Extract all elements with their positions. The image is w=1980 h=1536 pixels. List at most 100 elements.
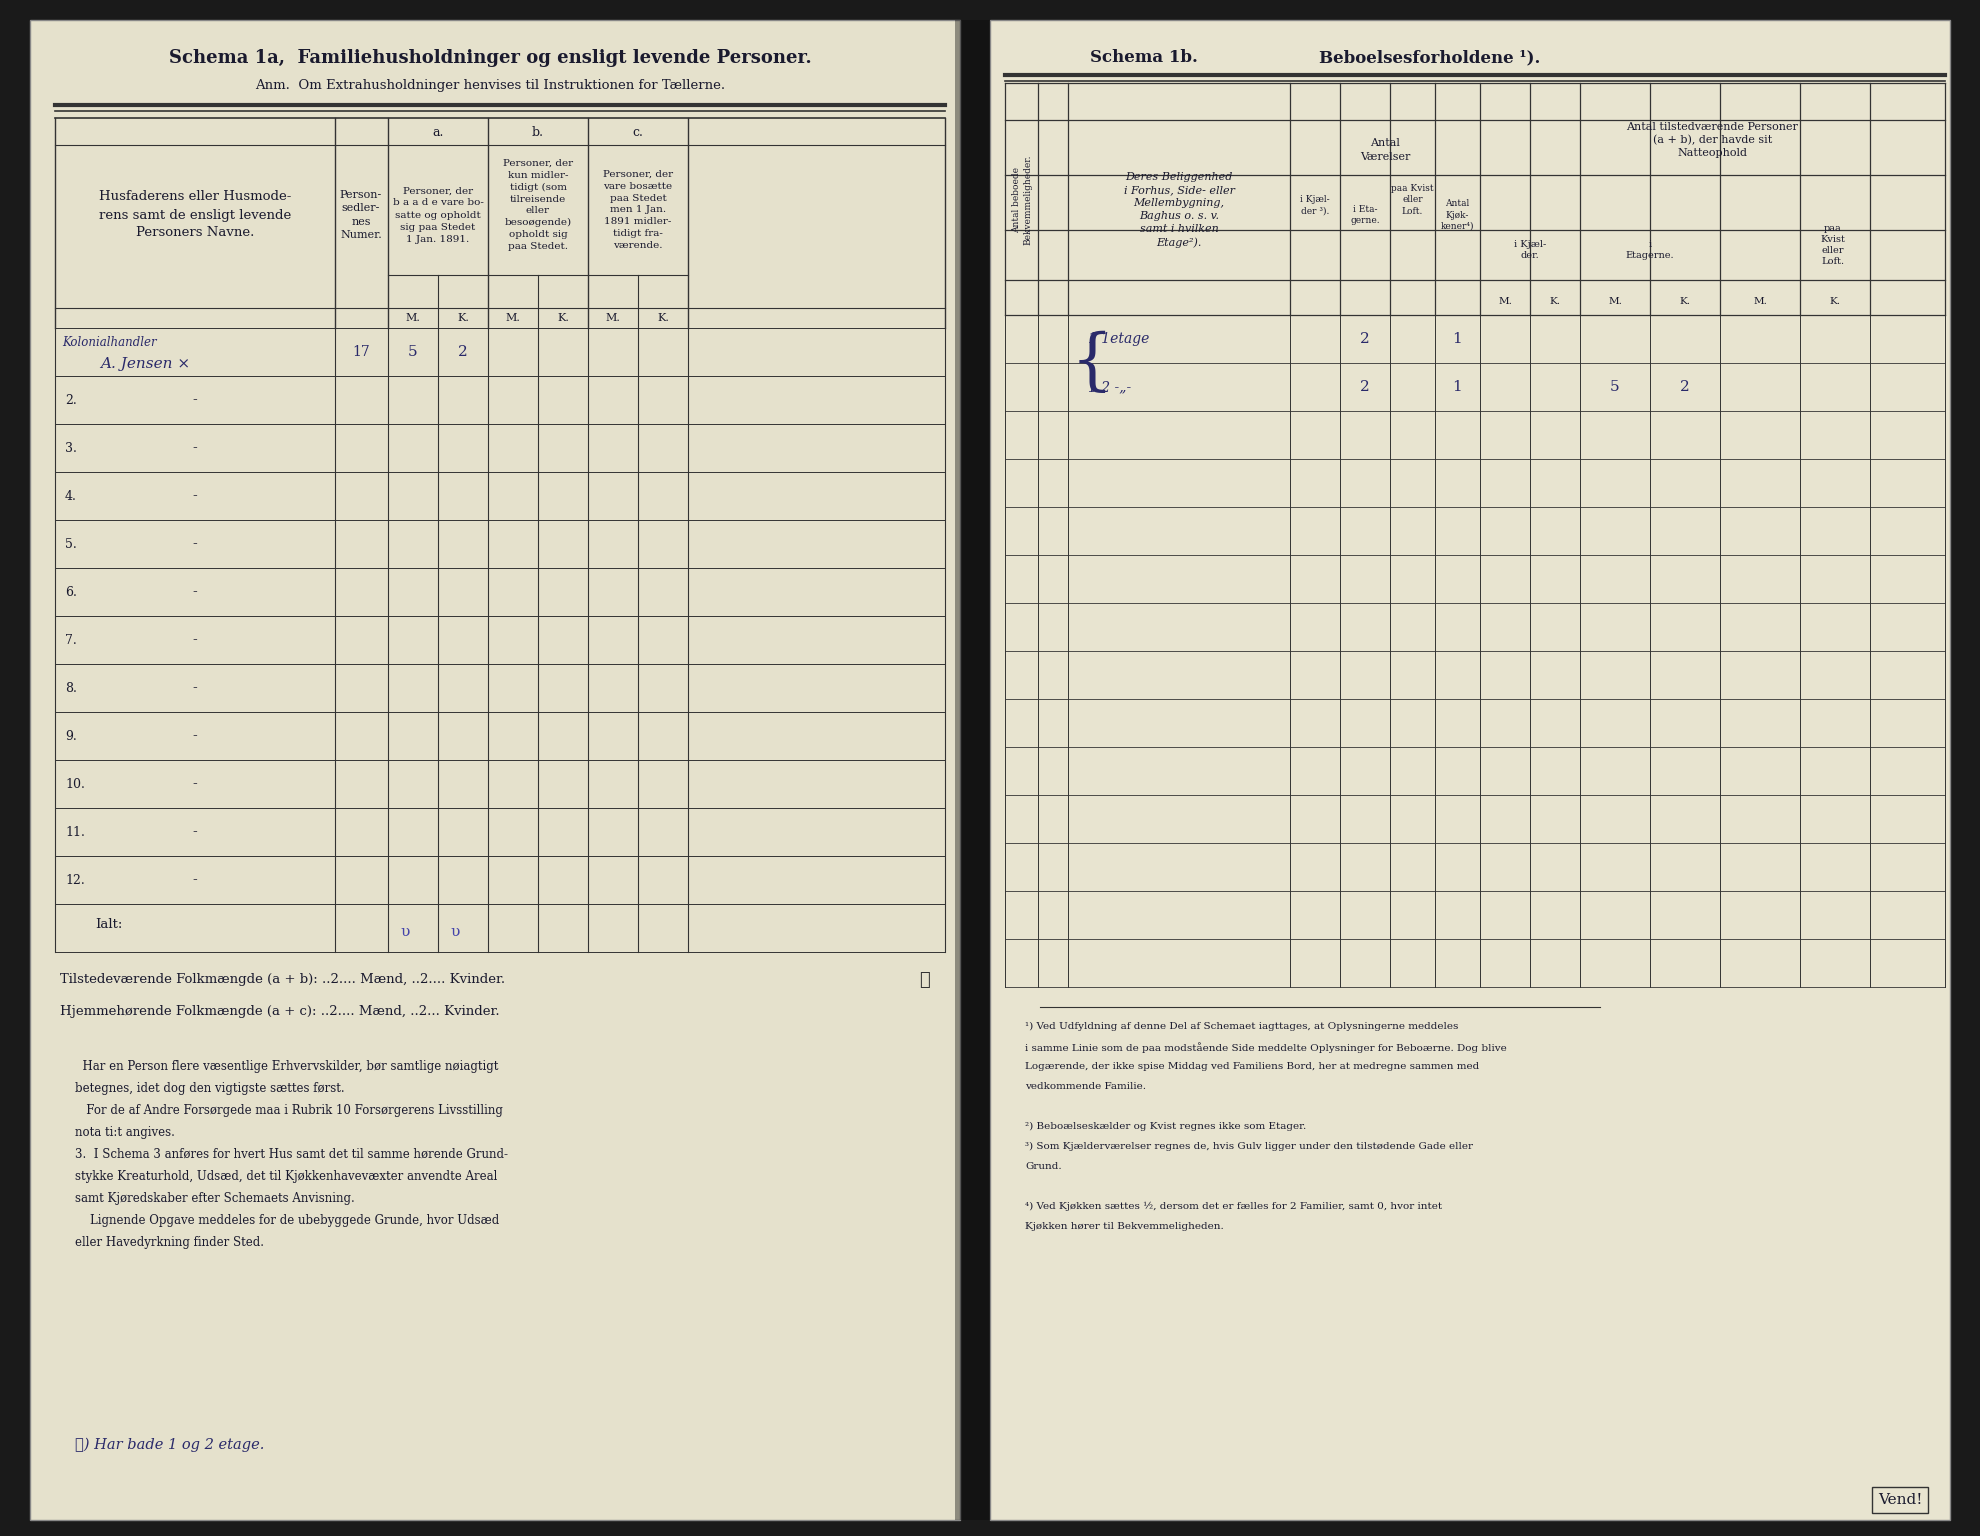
Text: b.: b. bbox=[533, 126, 544, 138]
Text: M.: M. bbox=[1608, 298, 1622, 307]
Text: {: { bbox=[1071, 330, 1113, 396]
Text: 1: 1 bbox=[1453, 332, 1463, 346]
Text: 9.: 9. bbox=[65, 730, 77, 742]
Text: Beboelsesforholdene ¹).: Beboelsesforholdene ¹). bbox=[1319, 49, 1540, 66]
Bar bbox=[954, 20, 990, 1521]
Text: Schema 1b.: Schema 1b. bbox=[1091, 49, 1198, 66]
Text: -: - bbox=[192, 585, 198, 599]
Text: Personer, der
b a a d e vare bo-
satte og opholdt
sig paa Stedet
1 Jan. 1891.: Personer, der b a a d e vare bo- satte o… bbox=[392, 186, 483, 244]
Text: c.: c. bbox=[632, 126, 644, 138]
Text: i Kjæl-
der ³).: i Kjæl- der ³). bbox=[1301, 195, 1331, 215]
Text: Antal
Kjøk-
kener⁴): Antal Kjøk- kener⁴) bbox=[1441, 200, 1475, 230]
Text: 12.: 12. bbox=[65, 874, 85, 886]
Text: 2: 2 bbox=[457, 346, 467, 359]
Text: Husfaderens eller Husmode-
rens samt de ensligt levende
Personers Navne.: Husfaderens eller Husmode- rens samt de … bbox=[99, 190, 291, 240]
Text: 5.: 5. bbox=[65, 538, 77, 550]
Text: -: - bbox=[192, 633, 198, 647]
Text: Kjøkken hører til Bekvemmeligheden.: Kjøkken hører til Bekvemmeligheden. bbox=[1026, 1223, 1224, 1230]
Text: Personer, der
kun midler-
tidigt (som
tilreisende
eller
besoøgende)
opholdt sig
: Personer, der kun midler- tidigt (som ti… bbox=[503, 160, 572, 250]
Text: i
Etagerne.: i Etagerne. bbox=[1626, 240, 1675, 260]
Text: a.: a. bbox=[432, 126, 444, 138]
Text: Deres Beliggenhed
i Forhus, Side- eller
Mellembygning,
Baghus o. s. v.
samt i hv: Deres Beliggenhed i Forhus, Side- eller … bbox=[1123, 172, 1234, 249]
Text: i samme Linie som de paa modstående Side meddelte Oplysninger for Beboærne. Dog : i samme Linie som de paa modstående Side… bbox=[1026, 1041, 1507, 1052]
Text: K.: K. bbox=[1550, 298, 1560, 307]
Text: -: - bbox=[192, 730, 198, 743]
Text: Tilstedeværende Folkmængde (a + b): ..2.... Mænd, ..2.... Kvinder.: Tilstedeværende Folkmængde (a + b): ..2.… bbox=[59, 974, 505, 986]
Text: A. Jensen ×: A. Jensen × bbox=[101, 356, 190, 372]
Text: For de af Andre Forsørgede maa i Rubrik 10 Forsørgerens Livsstilling: For de af Andre Forsørgede maa i Rubrik … bbox=[75, 1104, 503, 1117]
Text: ³) Som Kjælderværelser regnes de, hvis Gulv ligger under den tilstødende Gade el: ³) Som Kjælderværelser regnes de, hvis G… bbox=[1026, 1141, 1473, 1150]
Text: Antal
Værelser: Antal Værelser bbox=[1360, 138, 1410, 161]
Text: -: - bbox=[192, 680, 198, 694]
Text: Antal tilstedværende Personer
(a + b), der havde sit
Natteophold: Antal tilstedværende Personer (a + b), d… bbox=[1626, 121, 1798, 158]
Text: stykke Kreaturhold, Udsæd, det til Kjøkkenhavevæxter anvendte Areal: stykke Kreaturhold, Udsæd, det til Kjøkk… bbox=[75, 1170, 497, 1183]
Text: Hjemmehørende Folkmængde (a + c): ..2.... Mænd, ..2... Kvinder.: Hjemmehørende Folkmængde (a + c): ..2...… bbox=[59, 1006, 499, 1018]
Text: -: - bbox=[192, 872, 198, 886]
Text: Logærende, der ikke spise Middag ved Familiens Bord, her at medregne sammen med: Logærende, der ikke spise Middag ved Fam… bbox=[1026, 1061, 1479, 1071]
Text: 2: 2 bbox=[1360, 379, 1370, 395]
Text: K.: K. bbox=[1830, 298, 1841, 307]
Text: Grund.: Grund. bbox=[1026, 1163, 1061, 1170]
Text: 1 1etage: 1 1etage bbox=[1087, 332, 1148, 346]
Text: i Eta-
gerne.: i Eta- gerne. bbox=[1350, 204, 1380, 226]
Text: -: - bbox=[192, 393, 198, 407]
Text: Vend!: Vend! bbox=[1877, 1493, 1923, 1507]
Text: M.: M. bbox=[406, 313, 420, 323]
Text: 1: 1 bbox=[1453, 379, 1463, 395]
Text: 2: 2 bbox=[1681, 379, 1689, 395]
Text: υ: υ bbox=[400, 925, 410, 938]
Text: K.: K. bbox=[1679, 298, 1691, 307]
Text: M.: M. bbox=[505, 313, 521, 323]
Text: K.: K. bbox=[556, 313, 568, 323]
Text: -: - bbox=[192, 441, 198, 455]
Bar bbox=[990, 20, 1950, 1521]
Text: 5: 5 bbox=[408, 346, 418, 359]
Text: υ: υ bbox=[449, 925, 459, 938]
Text: 8.: 8. bbox=[65, 682, 77, 694]
Text: K.: K. bbox=[657, 313, 669, 323]
Text: nota ti:t angives.: nota ti:t angives. bbox=[75, 1126, 174, 1140]
Text: -: - bbox=[192, 825, 198, 839]
Text: 17: 17 bbox=[352, 346, 370, 359]
Text: -: - bbox=[192, 538, 198, 551]
Text: -: - bbox=[192, 488, 198, 502]
Text: Kolonialhandler: Kolonialhandler bbox=[61, 335, 156, 349]
Text: M.: M. bbox=[1752, 298, 1766, 307]
Text: Anm.  Om Extrahusholdninger henvises til Instruktionen for Tællerne.: Anm. Om Extrahusholdninger henvises til … bbox=[255, 78, 725, 92]
Text: Har en Person flere væsentlige Erhvervskilder, bør samtlige nøiagtigt: Har en Person flere væsentlige Erhvervsk… bbox=[75, 1060, 499, 1074]
Text: Personer, der
vare bosætte
paa Stedet
men 1 Jan.
1891 midler-
tidigt fra-
værend: Personer, der vare bosætte paa Stedet me… bbox=[604, 170, 673, 250]
Text: 4.: 4. bbox=[65, 490, 77, 502]
Text: M.: M. bbox=[1499, 298, 1513, 307]
Text: Antal beboede
Bekvemmeligheder.: Antal beboede Bekvemmeligheder. bbox=[1012, 155, 1032, 246]
Text: paa Kvist
eller
Loft.: paa Kvist eller Loft. bbox=[1392, 184, 1434, 215]
Text: 3.  I Schema 3 anføres for hvert Hus samt det til samme hørende Grund-: 3. I Schema 3 anføres for hvert Hus samt… bbox=[75, 1147, 509, 1161]
Text: i Kjæl-
der.: i Kjæl- der. bbox=[1515, 240, 1546, 260]
Text: Person-
sedler-
nes
Numer.: Person- sedler- nes Numer. bbox=[341, 190, 382, 240]
Text: K.: K. bbox=[457, 313, 469, 323]
Text: vedkommende Familie.: vedkommende Familie. bbox=[1026, 1081, 1146, 1091]
Text: 2.: 2. bbox=[65, 393, 77, 407]
Text: Lignende Opgave meddeles for de ubebyggede Grunde, hvor Udsæd: Lignende Opgave meddeles for de ubebygge… bbox=[75, 1213, 499, 1227]
Text: 10.: 10. bbox=[65, 777, 85, 791]
Text: ²) Beboælseskælder og Kvist regnes ikke som Etager.: ²) Beboælseskælder og Kvist regnes ikke … bbox=[1026, 1121, 1307, 1130]
Text: 3.: 3. bbox=[65, 441, 77, 455]
Text: betegnes, idet dog den vigtigste sættes først.: betegnes, idet dog den vigtigste sættes … bbox=[75, 1081, 345, 1095]
Text: 5: 5 bbox=[1610, 379, 1620, 395]
Text: ⩽) Har bade 1 og 2 etage.: ⩽) Har bade 1 og 2 etage. bbox=[75, 1438, 265, 1452]
Text: 11.: 11. bbox=[65, 825, 85, 839]
Text: ¹) Ved Udfyldning af denne Del af Schemaet iagttages, at Oplysningerne meddeles: ¹) Ved Udfyldning af denne Del af Schema… bbox=[1026, 1021, 1459, 1031]
Text: ✓: ✓ bbox=[919, 971, 931, 989]
Text: paa
Kvist
eller
Loft.: paa Kvist eller Loft. bbox=[1820, 224, 1845, 266]
Text: Ialt:: Ialt: bbox=[95, 917, 123, 931]
Bar bbox=[30, 20, 960, 1521]
Text: M.: M. bbox=[606, 313, 620, 323]
Text: 1 2 -„-: 1 2 -„- bbox=[1087, 379, 1131, 395]
Text: Schema 1a,  Familiehusholdninger og ensligt levende Personer.: Schema 1a, Familiehusholdninger og ensli… bbox=[168, 49, 812, 68]
Text: eller Havedyrkning finder Sted.: eller Havedyrkning finder Sted. bbox=[75, 1236, 263, 1249]
Text: samt Kjøredskaber efter Schemaets Anvisning.: samt Kjøredskaber efter Schemaets Anvisn… bbox=[75, 1192, 354, 1206]
Text: 7.: 7. bbox=[65, 633, 77, 647]
Text: 2: 2 bbox=[1360, 332, 1370, 346]
Text: ⁴) Ved Kjøkken sættes ½, dersom det er fælles for 2 Familier, samt 0, hvor intet: ⁴) Ved Kjøkken sættes ½, dersom det er f… bbox=[1026, 1203, 1441, 1212]
Text: 6.: 6. bbox=[65, 585, 77, 599]
Text: -: - bbox=[192, 777, 198, 791]
